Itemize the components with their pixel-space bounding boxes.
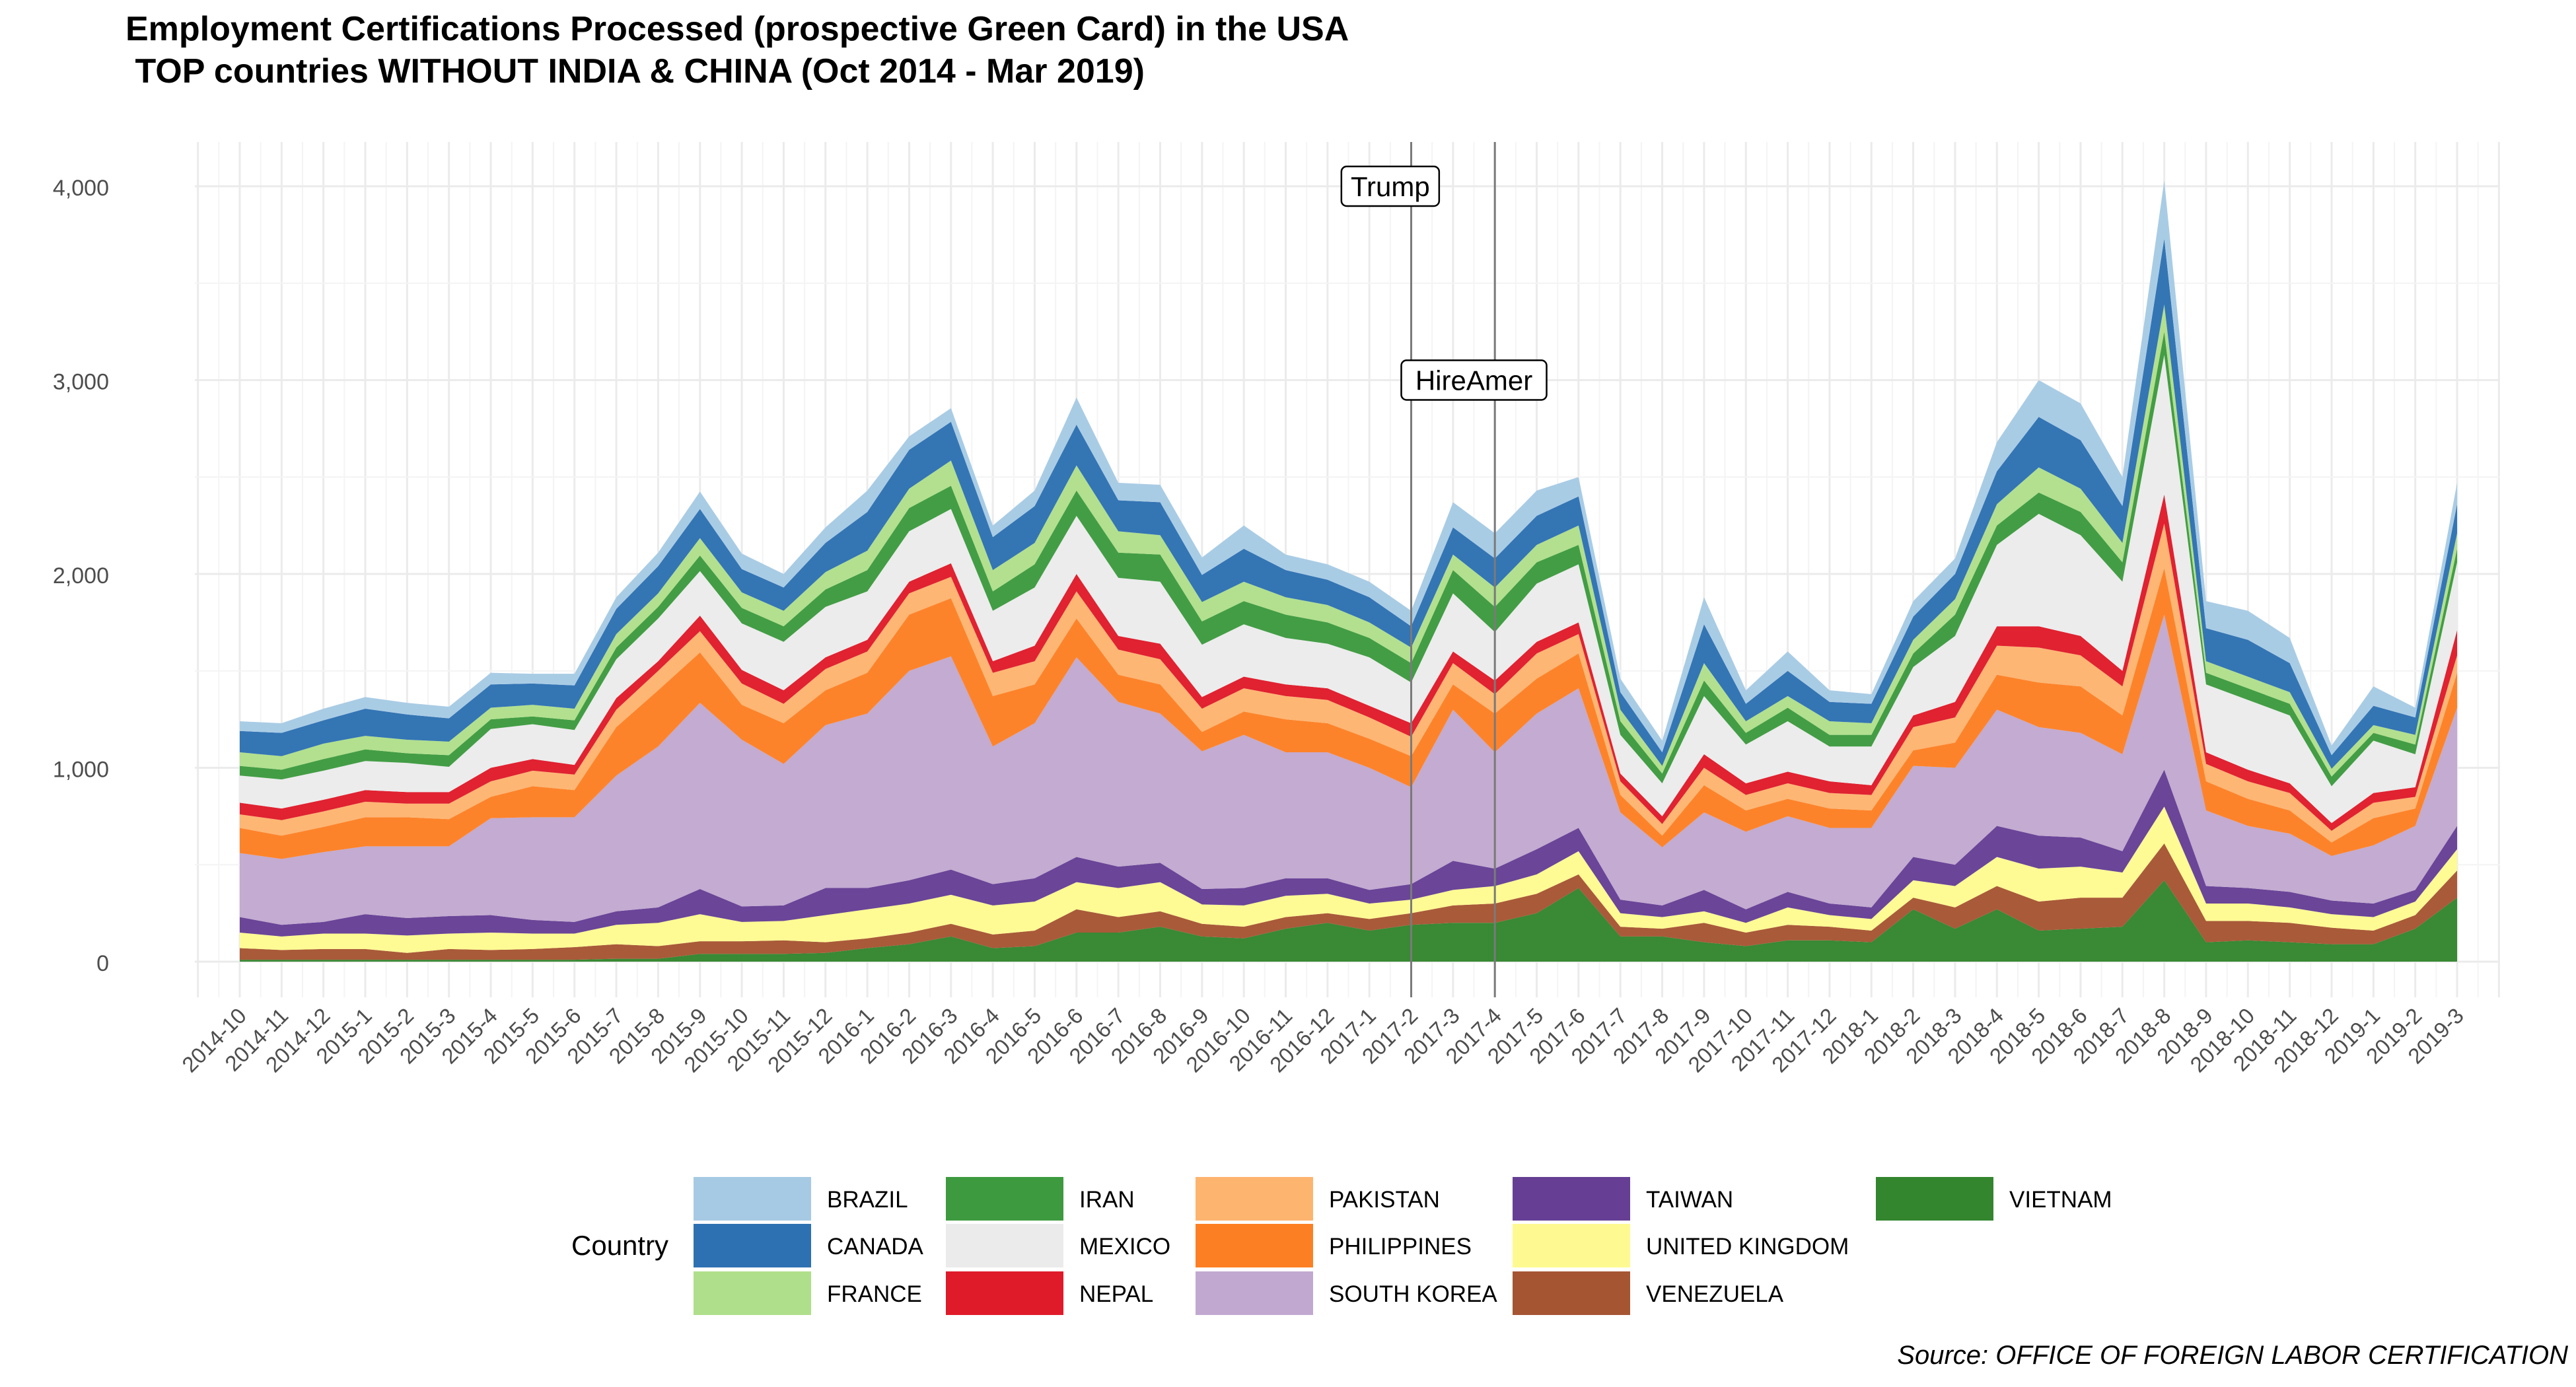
y-tick-label: 0	[96, 951, 109, 976]
legend-key-vietnam	[1876, 1177, 1993, 1221]
legend-key-philippines	[1196, 1224, 1313, 1267]
legend-key-mexico	[946, 1224, 1063, 1267]
legend-label: FRANCE	[827, 1281, 922, 1307]
y-tick-label: 2,000	[53, 563, 109, 588]
y-tick-label: 4,000	[53, 176, 109, 201]
annotation-trump: Trump	[1351, 171, 1430, 202]
legend-label: IRAN	[1079, 1187, 1135, 1213]
legend-key-united-kingdom	[1513, 1224, 1630, 1267]
legend-key-south-korea	[1196, 1271, 1313, 1315]
legend-title: Country	[571, 1230, 668, 1261]
legend-label: PAKISTAN	[1329, 1187, 1440, 1213]
source-caption: Source: OFFICE OF FOREIGN LABOR CERTIFIC…	[1897, 1341, 2568, 1370]
legend: Country BRAZIL CANADA FRANCE IRAN MEXICO NEPAL…	[571, 1177, 2112, 1315]
legend-label: UNITED KINGDOM	[1646, 1234, 1849, 1260]
legend-label: NEPAL	[1079, 1281, 1153, 1307]
legend-label: TAIWAN	[1646, 1187, 1733, 1213]
legend-label: SOUTH KOREA	[1329, 1281, 1497, 1307]
legend-label: VENEZUELA	[1646, 1281, 1784, 1307]
legend-label: MEXICO	[1079, 1234, 1170, 1260]
legend-key-brazil	[694, 1177, 811, 1221]
legend-label: PHILIPPINES	[1329, 1234, 1472, 1260]
legend-key-iran	[946, 1177, 1063, 1221]
legend-key-pakistan	[1196, 1177, 1313, 1221]
y-tick-label: 1,000	[53, 758, 109, 783]
legend-key-nepal	[946, 1271, 1063, 1315]
legend-label: VIETNAM	[2009, 1187, 2112, 1213]
legend-key-venezuela	[1513, 1271, 1630, 1315]
legend-key-canada	[694, 1224, 811, 1267]
y-tick-label: 3,000	[53, 370, 109, 395]
legend-label: BRAZIL	[827, 1187, 908, 1213]
annotation-hireamer: HireAmer	[1415, 365, 1532, 396]
legend-key-taiwan	[1513, 1177, 1630, 1221]
legend-key-france	[694, 1271, 811, 1315]
legend-label: CANADA	[827, 1234, 924, 1260]
